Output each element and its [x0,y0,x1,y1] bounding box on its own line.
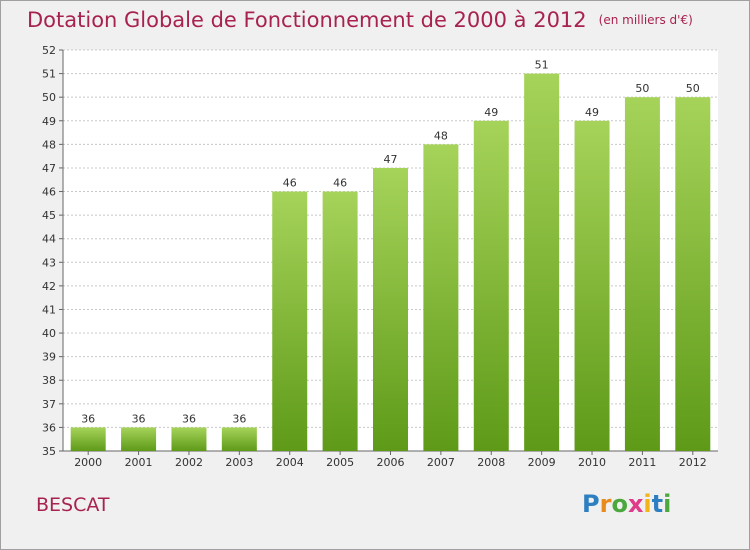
x-tick-label: 2003 [225,456,253,469]
y-tick-label: 52 [42,44,56,57]
chart-title: Dotation Globale de Fonctionnement de 20… [27,8,693,32]
y-tick-label: 35 [42,445,56,458]
y-tick-label: 36 [42,421,56,434]
x-tick-label: 2005 [326,456,354,469]
logo-letter: i [643,490,652,518]
x-tick-label: 2002 [175,456,203,469]
y-tick-label: 40 [42,327,56,340]
logo-letter: i [663,490,672,518]
logo-letter: r [599,490,612,518]
x-tick-label: 2010 [578,456,606,469]
x-tick-label: 2009 [528,456,556,469]
chart-title-text: Dotation Globale de Fonctionnement de 20… [27,8,587,32]
x-tick-label: 2000 [74,456,102,469]
bar-value-label: 46 [333,177,347,190]
logo-letter: x [627,490,644,518]
bar [675,97,711,452]
bar [423,144,459,451]
bar-value-label: 36 [182,412,196,425]
x-tick-label: 2008 [477,456,505,469]
bar [272,191,308,451]
bar [524,73,560,452]
y-tick-label: 50 [42,91,56,104]
x-tick-label: 2007 [427,456,455,469]
y-tick-label: 48 [42,138,56,151]
bar-value-label: 50 [686,82,700,95]
bar [70,427,106,451]
bar [574,120,610,451]
chart-unit: (en milliers d'€) [598,13,693,27]
y-tick-label: 49 [42,115,56,128]
x-tick-label: 2011 [628,456,656,469]
bar-value-label: 50 [635,82,649,95]
bar [624,97,660,452]
bar-value-label: 46 [283,177,297,190]
bar [121,427,157,451]
y-tick-label: 41 [42,303,56,316]
y-tick-label: 45 [42,209,56,222]
bar-value-label: 51 [535,59,549,72]
x-tick-label: 2006 [377,456,405,469]
bar-value-label: 36 [132,412,146,425]
commune-name: BESCAT [36,494,110,516]
proxiti-logo[interactable]: Proxiti [582,490,671,518]
x-tick-label: 2001 [125,456,153,469]
y-tick-label: 44 [42,233,56,246]
y-tick-label: 39 [42,351,56,364]
logo-letter: o [611,490,628,518]
y-tick-label: 46 [42,186,56,199]
bar [322,191,358,451]
bar-value-label: 36 [232,412,246,425]
bar-value-label: 36 [81,412,95,425]
bar [473,120,509,451]
y-tick-label: 47 [42,162,56,175]
y-tick-label: 43 [42,256,56,269]
y-tick-label: 38 [42,374,56,387]
bar [373,167,408,452]
bar [171,427,207,451]
bar-value-label: 49 [585,106,599,119]
y-tick-label: 51 [42,68,56,81]
x-tick-label: 2012 [679,456,707,469]
logo-letter: t [651,490,664,518]
bar-value-label: 49 [484,106,498,119]
bar-value-label: 48 [434,129,448,142]
x-tick-label: 2004 [276,456,304,469]
y-tick-label: 37 [42,398,56,411]
y-tick-label: 42 [42,280,56,293]
bar-value-label: 47 [384,153,398,166]
logo-letter: P [582,490,600,518]
bar [221,427,257,451]
